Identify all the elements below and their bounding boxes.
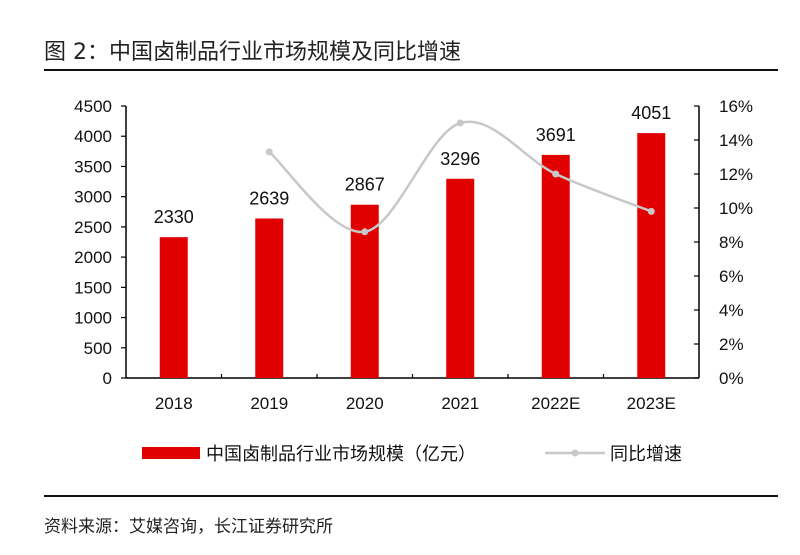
bar-data-label: 2639 xyxy=(249,188,289,208)
left-tick-label: 4000 xyxy=(74,127,112,146)
left-tick-label: 0 xyxy=(103,369,112,388)
bar-data-label: 3296 xyxy=(440,149,480,169)
left-tick-label: 3500 xyxy=(74,157,112,176)
left-tick-label: 4500 xyxy=(74,97,112,116)
bar-data-label: 2330 xyxy=(154,207,194,227)
growth-point xyxy=(361,228,369,236)
right-tick-label: 16% xyxy=(719,97,753,116)
bar-2019 xyxy=(255,218,284,378)
x-tick-label: 2022E xyxy=(531,394,580,413)
right-tick-label: 4% xyxy=(719,301,744,320)
right-tick-label: 10% xyxy=(719,199,753,218)
source-note: 资料来源：艾媒咨询，长江证券研究所 xyxy=(44,517,333,537)
right-tick-label: 12% xyxy=(719,165,753,184)
legend-bar-swatch xyxy=(142,447,200,459)
right-tick-label: 14% xyxy=(719,131,753,150)
bar-2021 xyxy=(446,178,475,378)
left-tick-label: 2500 xyxy=(74,218,112,237)
x-tick-label: 2019 xyxy=(250,394,288,413)
x-tick-label: 2021 xyxy=(441,394,479,413)
left-tick-label: 1500 xyxy=(74,278,112,297)
legend-line-label: 同比增速 xyxy=(610,444,682,464)
legend-line-marker xyxy=(571,449,579,457)
right-tick-label: 8% xyxy=(719,233,744,252)
x-tick-label: 2018 xyxy=(155,394,193,413)
bar-data-label: 4051 xyxy=(631,103,671,123)
x-tick-label: 2023E xyxy=(627,394,676,413)
x-tick-label: 2020 xyxy=(346,394,384,413)
right-tick-label: 2% xyxy=(719,335,744,354)
growth-point xyxy=(552,170,560,178)
figure-title: 图 2：中国卤制品行业市场规模及同比增速 xyxy=(44,40,461,65)
left-tick-label: 3000 xyxy=(74,188,112,207)
title-rule xyxy=(44,69,778,71)
right-tick-label: 6% xyxy=(719,267,744,286)
bar-2022E xyxy=(541,154,570,378)
legend-bar-label: 中国卤制品行业市场规模（亿元） xyxy=(206,444,476,464)
bar-data-label: 2867 xyxy=(345,175,385,195)
growth-point xyxy=(647,207,655,215)
source-rule xyxy=(44,495,778,497)
left-tick-label: 1000 xyxy=(74,309,112,328)
bar-2023E xyxy=(637,133,666,378)
growth-point xyxy=(265,148,273,156)
right-tick-label: 0% xyxy=(719,369,744,388)
bar-2018 xyxy=(159,237,188,378)
growth-point xyxy=(456,119,464,127)
left-tick-label: 500 xyxy=(84,339,112,358)
left-tick-label: 2000 xyxy=(74,248,112,267)
bar-data-label: 3691 xyxy=(536,125,576,145)
